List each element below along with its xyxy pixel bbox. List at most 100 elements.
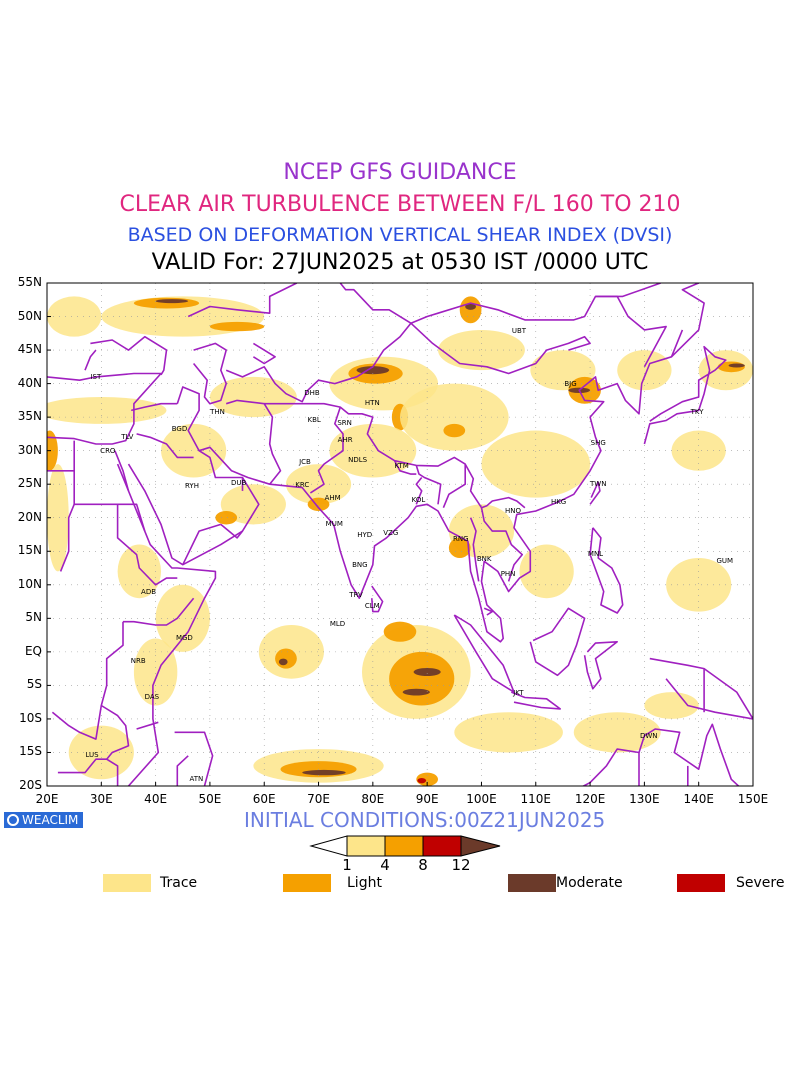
lon-label: 140E	[683, 792, 714, 806]
country-border	[410, 322, 591, 375]
weaclim-logo: WEACLIM	[4, 812, 84, 828]
country-border	[187, 283, 298, 318]
turbulence-patch-trace	[220, 484, 286, 525]
lat-label: 20S	[19, 778, 42, 792]
city-label: TKY	[690, 408, 704, 417]
lon-label: 110E	[520, 792, 552, 806]
turbulence-patch-light	[389, 651, 455, 706]
coastline	[583, 641, 618, 690]
country-border	[339, 283, 412, 324]
city-label: MUM	[325, 519, 343, 528]
coastline	[192, 342, 227, 405]
lon-label: 70E	[307, 792, 330, 806]
city-label: DHB	[304, 388, 320, 397]
city-label: TLV	[121, 433, 134, 442]
turbulence-patch-moderate	[302, 769, 346, 776]
city-label: MLD	[329, 619, 346, 628]
coastline	[47, 372, 162, 445]
turbulence-patch-trace	[209, 376, 297, 418]
turbulence-patch-light	[215, 511, 238, 525]
turbulence-patch-light	[275, 648, 297, 669]
colorbar-tick-label: 8	[418, 856, 428, 874]
city-label: BNK	[476, 555, 492, 564]
country-border	[415, 476, 423, 505]
turbulence-patch-moderate	[402, 688, 430, 696]
turbulence-patch-trace	[161, 423, 227, 478]
lon-label: 90E	[415, 792, 439, 806]
coastline	[90, 335, 168, 376]
legend-label: Moderate	[556, 875, 623, 891]
coastline	[511, 691, 561, 710]
turbulence-patch-trace	[481, 430, 591, 498]
title-line-1: NCEP GFS GUIDANCE	[283, 160, 517, 185]
country-border	[176, 386, 200, 452]
city-label: KTM	[394, 462, 409, 471]
city-label: HYD	[357, 531, 373, 540]
city-label: JKT	[513, 689, 524, 698]
city-label: MNL	[587, 549, 604, 558]
country-border	[309, 406, 344, 494]
country-border	[307, 295, 667, 391]
logo-ring-icon	[7, 814, 19, 826]
city-label: CRO	[100, 446, 116, 455]
city-label: ATN	[189, 775, 204, 784]
legend-label: Trace	[160, 875, 198, 891]
coastlines	[47, 283, 753, 786]
country-border	[469, 517, 480, 582]
country-border	[136, 721, 159, 730]
coastline	[84, 349, 97, 371]
city-label: MGD	[175, 634, 193, 643]
coastline	[114, 450, 130, 492]
legend-label: Severe	[736, 875, 785, 891]
country-border	[595, 283, 661, 298]
city-label: RNG	[453, 535, 469, 544]
city-label: HNO	[504, 507, 521, 516]
city-label: BNG	[352, 561, 368, 570]
city-label: UBT	[511, 326, 527, 335]
country-border	[670, 329, 684, 358]
country-border	[480, 507, 523, 582]
city-label: DWN	[639, 731, 658, 740]
turbulence-patch-moderate	[465, 303, 477, 310]
turbulence-patch-trace	[454, 712, 563, 753]
lat-label: 45N	[17, 342, 42, 357]
turbulence-patch-light	[47, 430, 58, 471]
lon-label: 20E	[35, 792, 59, 806]
city-label: LUS	[85, 751, 99, 760]
coastline	[174, 731, 214, 786]
turbulence-patch-light	[209, 321, 265, 332]
city-label: BGD	[171, 424, 188, 433]
lon-label: 80E	[361, 792, 385, 806]
title-line-3: BASED ON DEFORMATION VERTICAL SHEAR INDE…	[127, 224, 673, 246]
country-border	[116, 504, 178, 586]
coastline	[453, 614, 515, 693]
country-border	[136, 433, 194, 459]
turbulence-patch-trace	[666, 557, 732, 612]
city-label: AHR	[337, 435, 353, 444]
country-border	[393, 460, 417, 475]
turbulence-patch-trace	[285, 464, 352, 505]
country-border	[464, 463, 526, 509]
turbulence-patch-trace	[519, 544, 574, 599]
city-label: KOL	[411, 496, 426, 505]
lon-label: 50E	[198, 792, 222, 806]
turbulence-patch-trace	[573, 712, 661, 753]
lat-label: 40N	[17, 375, 42, 390]
turbulence-patch-trace	[671, 430, 726, 471]
city-label: VZG	[383, 529, 399, 538]
country-border	[57, 758, 119, 786]
country-border	[225, 366, 309, 403]
city-label: GUM	[716, 557, 734, 566]
lon-label: 60E	[252, 792, 276, 806]
city-label: SRN	[337, 419, 352, 428]
lat-label: 20N	[17, 509, 42, 524]
city-label: KRC	[295, 480, 310, 489]
lon-label: 120E	[574, 792, 606, 806]
coastline	[371, 585, 384, 613]
lat-label: 25N	[17, 476, 42, 491]
turbulence-patch-trace	[617, 350, 672, 391]
city-label: HKG	[550, 498, 567, 507]
turbulence-patch-trace	[47, 296, 102, 337]
turbulence-patch-trace	[438, 329, 525, 371]
country-border	[225, 399, 282, 485]
